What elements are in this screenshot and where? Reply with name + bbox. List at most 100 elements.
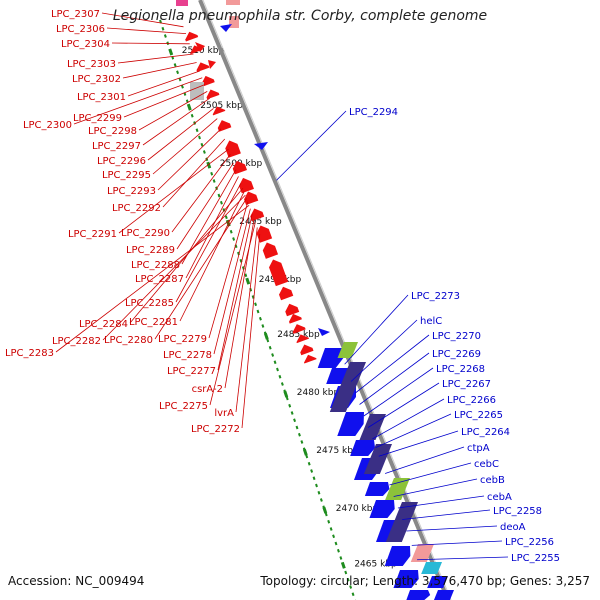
left-label-leader — [122, 62, 197, 79]
forward-gene-block — [329, 362, 366, 412]
right-label-leader — [397, 495, 485, 509]
forward-gene-arrow — [337, 412, 364, 436]
gene-label: cebC — [474, 459, 499, 470]
gene-label: LPC_2283 — [5, 348, 54, 359]
ruler-minor-tick — [190, 113, 194, 118]
reverse-gene-arrow — [285, 303, 300, 317]
backbone-track — [198, 0, 452, 600]
gene-label: LPC_2304 — [61, 39, 110, 50]
left-label-leader — [152, 118, 218, 175]
ruler-minor-tick — [332, 534, 336, 539]
forward-gene-block — [385, 478, 410, 500]
gene-label: LPC_2280 — [104, 335, 153, 346]
ruler-minor-tick — [339, 556, 343, 560]
gene-label: LPC_2282 — [52, 336, 101, 347]
ruler-minor-tick — [159, 19, 162, 24]
reverse-gene-arrow — [232, 160, 248, 175]
forward-strand-track — [220, 24, 455, 600]
left-label-leader — [106, 27, 187, 34]
left-label-leader — [209, 222, 256, 406]
right-label-leader — [372, 398, 445, 440]
ruler-minor-tick — [324, 512, 328, 517]
left-label-leader — [111, 42, 190, 45]
reverse-gene-arrow — [304, 354, 317, 364]
ruler-minor-tick — [161, 26, 165, 31]
forward-gene-block — [427, 576, 448, 588]
accession-label: Accession: NC_009494 — [8, 574, 145, 588]
gene-label: LPC_2279 — [158, 334, 207, 345]
gene-label: LPC_2298 — [88, 126, 137, 137]
reverse-gene-arrow — [201, 75, 215, 87]
ruler-minor-tick — [295, 425, 299, 430]
topology-summary: Topology: circular; Length: 3,576,470 bp… — [260, 574, 590, 588]
gene-label: LPC_2289 — [126, 245, 175, 256]
gene-label: LPC_2273 — [411, 291, 460, 302]
ruler-minor-tick — [285, 396, 289, 401]
ruler-minor-tick — [305, 454, 309, 459]
gene-label: LPC_2267 — [442, 379, 491, 390]
left-gene-labels: LPC_2307 LPC_2306 LPC_2304 LPC_2303 LPC_2302… — [5, 9, 261, 435]
gene-label: LPC_2292 — [112, 203, 161, 214]
ruler-minor-tick — [244, 273, 248, 278]
ruler-minor-tick — [251, 295, 255, 299]
left-label-leader — [179, 191, 245, 322]
ruler-minor-tick — [312, 476, 316, 481]
ruler-minor-tick — [346, 577, 350, 582]
right-label-leader — [389, 462, 472, 486]
left-label-leader — [157, 128, 222, 191]
ruler-tick-label: 2470 kbp — [336, 504, 379, 514]
left-label-leader — [181, 169, 237, 265]
reverse-gene-arrow — [206, 89, 220, 100]
reverse-gene-arrow — [208, 60, 216, 69]
forward-gene-block — [433, 590, 455, 600]
ruler-major-tick — [340, 561, 346, 569]
reverse-gene-arrow — [289, 313, 302, 324]
left-label-leader — [101, 12, 184, 28]
ruler-minor-tick — [210, 171, 214, 176]
left-label-leader — [235, 227, 258, 413]
gene-label: LPC_2306 — [56, 24, 105, 35]
ruler-minor-tick — [329, 527, 333, 531]
gene-label: LPC_2270 — [432, 331, 481, 342]
gene-label: LPC_2290 — [121, 228, 170, 239]
right-label-leader — [276, 110, 347, 181]
ruler-minor-tick — [334, 541, 338, 546]
ruler-major-tick — [186, 103, 192, 111]
ruler-minor-tick — [224, 215, 228, 220]
gene-label: csrA-2 — [192, 384, 223, 395]
ruler-tick-label: 2485 kbp — [277, 330, 320, 340]
gene-label: LPC_2294 — [349, 107, 398, 118]
left-label-leader — [123, 84, 205, 118]
ruler-minor-tick — [232, 237, 236, 241]
gene-label: LPC_2295 — [102, 170, 151, 181]
gene-label: LPC_2297 — [92, 141, 141, 152]
left-label-leader — [241, 234, 261, 429]
ruler-minor-tick — [317, 490, 321, 495]
gene-label: LPC_2277 — [167, 366, 216, 377]
ruler-tick-label: 2495 kbp — [239, 217, 282, 227]
ruler-minor-tick — [276, 367, 279, 372]
left-label-leader — [142, 97, 210, 146]
gene-label: LPC_2291 — [68, 229, 117, 240]
ruler-tick-label: 2480 kbp — [297, 388, 340, 398]
gene-label: LPC_2278 — [163, 350, 212, 361]
gene-label: helC — [420, 316, 442, 327]
ruler-minor-tick — [290, 411, 294, 415]
left-label-leader — [171, 154, 231, 233]
left-label-leader — [154, 198, 247, 340]
gene-label: lvrA — [214, 408, 234, 419]
right-label-leader — [402, 509, 491, 520]
ruler-minor-tick — [217, 193, 221, 198]
left-label-leader — [138, 91, 208, 131]
reverse-gene-arrow — [244, 191, 259, 206]
gene-label: LPC_2281 — [129, 317, 178, 328]
right-label-leader — [375, 413, 452, 448]
ruler-minor-tick — [229, 229, 233, 234]
ruler-minor-tick — [198, 135, 201, 140]
gene-label: LPC_2302 — [72, 74, 121, 85]
reverse-gene-arrow — [292, 324, 306, 334]
gene-label: cebA — [487, 492, 512, 503]
gene-label: LPC_2296 — [97, 156, 146, 167]
gene-label: LPC_2265 — [454, 410, 503, 421]
magenta-feature — [176, 0, 188, 6]
